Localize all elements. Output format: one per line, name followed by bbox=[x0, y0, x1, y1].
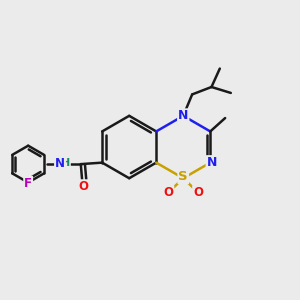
Text: H: H bbox=[61, 158, 70, 168]
Text: O: O bbox=[79, 180, 89, 193]
Text: N: N bbox=[178, 109, 188, 122]
Text: S: S bbox=[178, 170, 188, 183]
Text: N: N bbox=[55, 157, 65, 170]
Text: O: O bbox=[164, 186, 173, 199]
Text: F: F bbox=[24, 177, 32, 190]
Text: N: N bbox=[207, 156, 217, 169]
Text: O: O bbox=[193, 186, 203, 199]
